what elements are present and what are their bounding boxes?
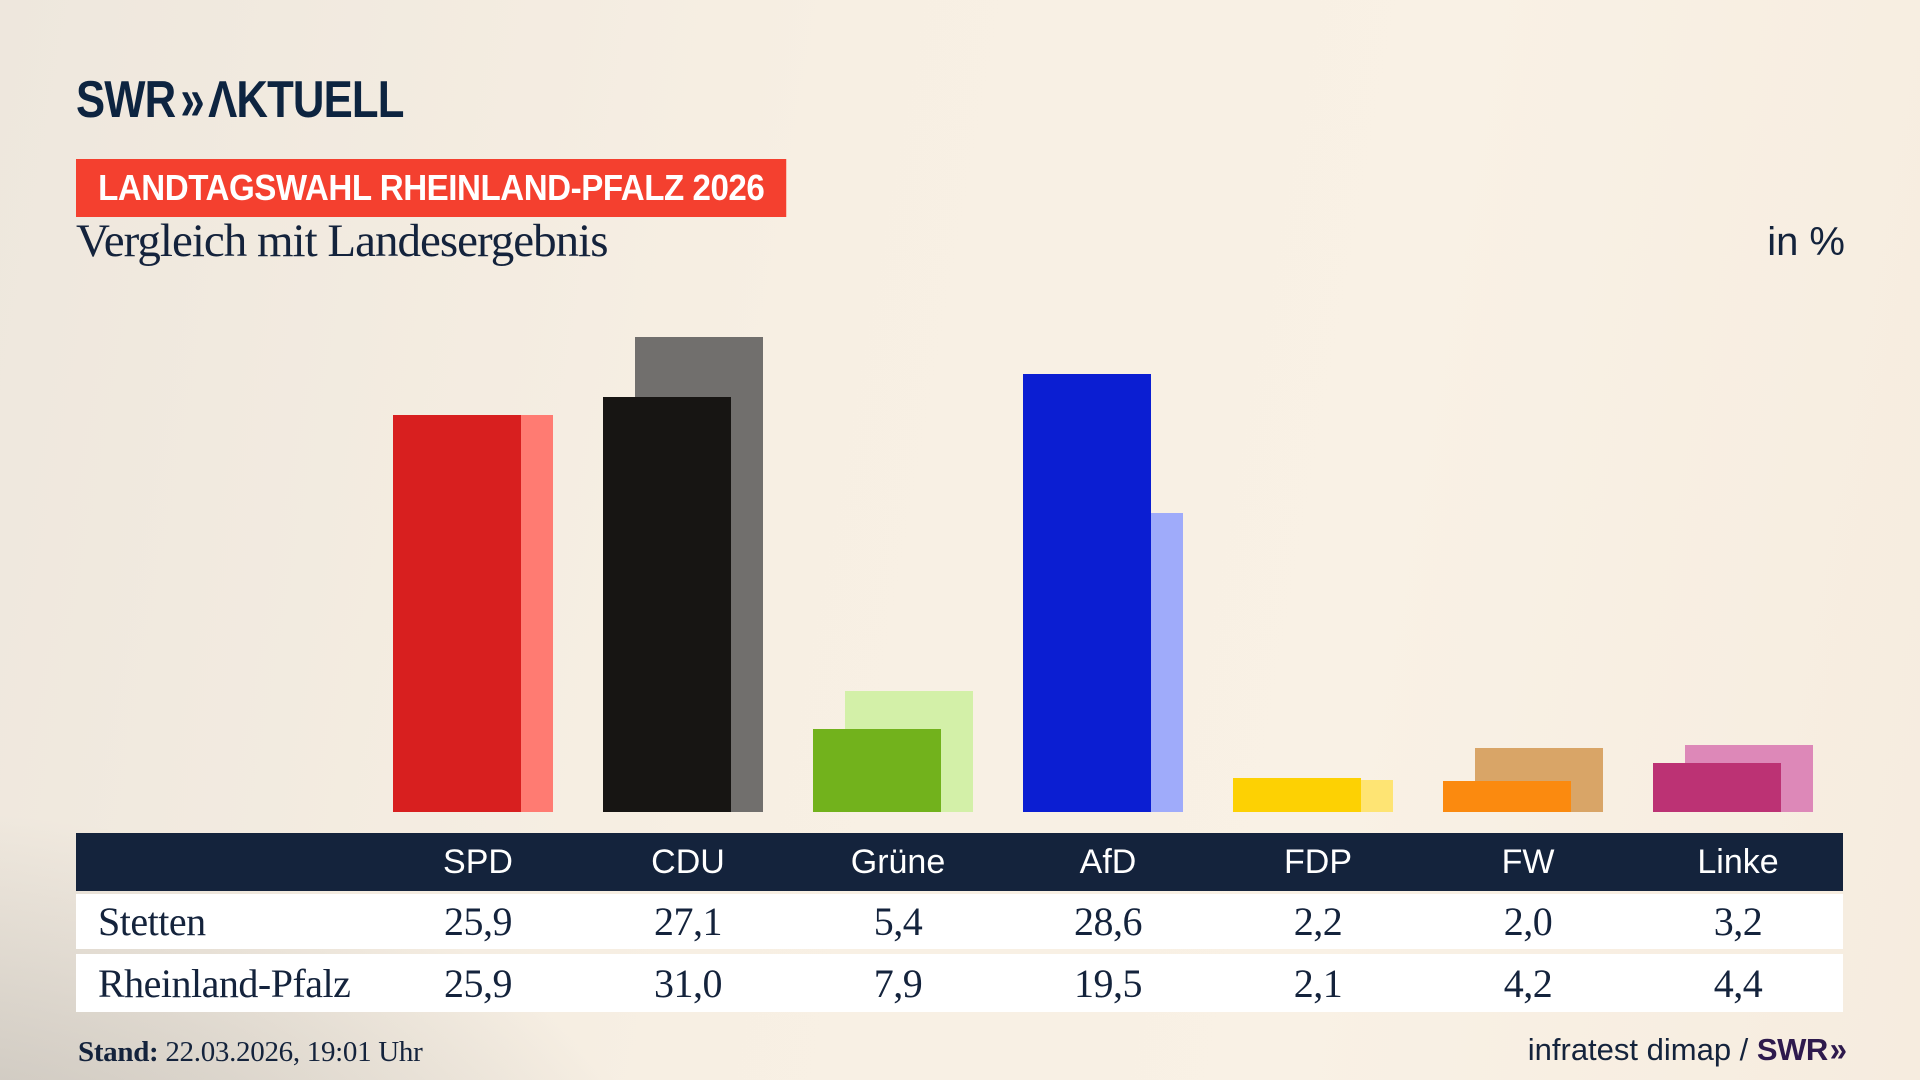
source-credit: infratest dimap / SWR»: [1527, 1030, 1847, 1069]
bar-stetten-fdp: [1233, 778, 1361, 812]
table-cell-rheinlandpfalz-spd: 25,9: [444, 960, 513, 1006]
unit-label: in %: [1767, 220, 1845, 264]
bar-stetten-linke: [1653, 763, 1781, 812]
table-cell-rheinlandpfalz-cdu: 31,0: [654, 960, 723, 1006]
row-label-rheinlandpfalz: Rheinland-Pfalz: [98, 960, 351, 1006]
chart-title: Vergleich mit Landesergebnis: [76, 215, 609, 267]
bar-stetten-fw: [1443, 781, 1571, 812]
table-cell-header-grne: Grüne: [850, 842, 946, 881]
table-cell-stetten-fdp: 2,2: [1293, 899, 1343, 944]
table-row-stetten: Stetten 25,9 27,1 5,4 28,6 2,2 2,0 3,2: [76, 894, 1843, 949]
table-cell-rheinlandpfalz-afd: 19,5: [1074, 960, 1143, 1006]
timestamp-value: 22.03.2026, 19:01 Uhr: [165, 1036, 423, 1068]
table-cell-stetten-cdu: 27,1: [654, 899, 723, 944]
timestamp: Stand: 22.03.2026, 19:01 Uhr: [78, 1036, 423, 1069]
timestamp-label: Stand:: [78, 1036, 159, 1068]
table-cell-rheinlandpfalz-fw: 4,2: [1503, 960, 1553, 1006]
table-cell-header-afd: AfD: [1079, 842, 1137, 881]
table-cell-stetten-spd: 25,9: [444, 899, 513, 944]
double-chevron-icon: »: [180, 66, 204, 134]
source-chevron-icon: »: [1829, 1030, 1847, 1069]
table-cell-rheinlandpfalz-linke: 4,4: [1713, 960, 1763, 1006]
bar-stetten-cdu: [603, 397, 731, 812]
table-cell-header-cdu: CDU: [651, 842, 725, 881]
bar-stetten-afd: [1023, 374, 1151, 812]
bar-stetten-spd: [393, 415, 521, 812]
table-cell-header-spd: SPD: [443, 842, 513, 881]
table-cell-stetten-fw: 2,0: [1503, 899, 1553, 944]
table-cell-header-fdp: FDP: [1284, 842, 1352, 881]
table-cell-stetten-linke: 3,2: [1713, 899, 1763, 944]
logo-brand-text: SWR: [76, 71, 176, 129]
table-row-header: SPD CDU Grüne AfD FDP FW Linke: [76, 833, 1843, 891]
logo-product-text: ΛKTUELL: [208, 71, 404, 129]
table-cell-rheinlandpfalz-grne: 7,9: [873, 960, 923, 1006]
table-cell-header-fw: FW: [1501, 842, 1555, 881]
table-row-rheinlandpfalz: Rheinland-Pfalz 25,9 31,0 7,9 19,5 2,1 4,2 4,4: [76, 954, 1843, 1012]
election-badge: LANDTAGSWAHL RHEINLAND-PFALZ 2026: [76, 159, 787, 217]
table-cell-rheinlandpfalz-fdp: 2,1: [1293, 960, 1343, 1006]
table-cell-stetten-grne: 5,4: [873, 899, 923, 944]
source-text: infratest dimap /: [1527, 1032, 1749, 1067]
table-cell-header-linke: Linke: [1697, 842, 1779, 881]
table-cell-stetten-afd: 28,6: [1074, 899, 1143, 944]
swr-aktuell-logo: SWR» ΛKTUELL: [76, 67, 404, 134]
bar-stetten-grne: [813, 729, 941, 812]
source-brand-text: SWR: [1756, 1032, 1828, 1067]
row-label-stetten: Stetten: [98, 899, 206, 944]
